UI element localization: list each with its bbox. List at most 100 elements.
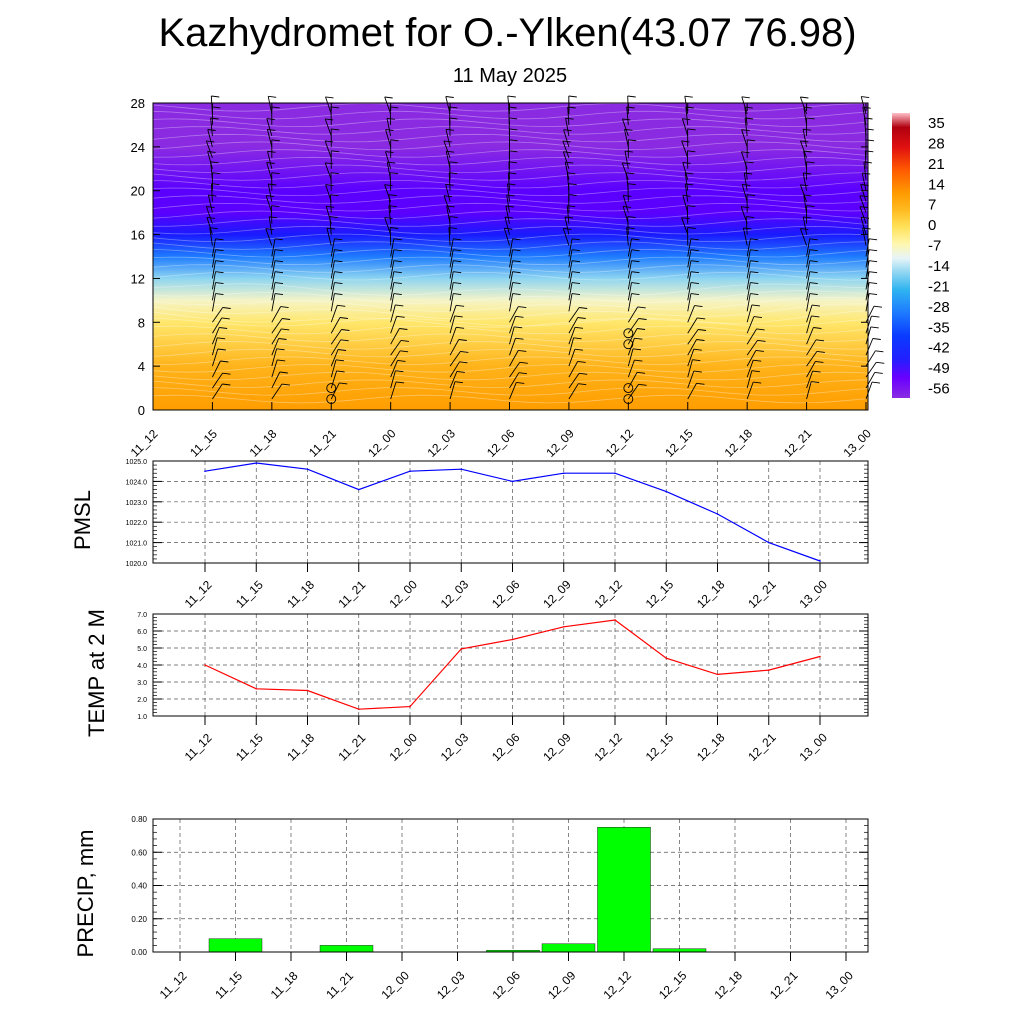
wind-barb — [385, 129, 392, 147]
wind-barb — [390, 260, 395, 279]
wind-barb — [861, 173, 867, 191]
wind-barb-flag — [871, 381, 881, 384]
wind-barb-flag — [869, 260, 878, 263]
wind-barb-flag — [509, 139, 518, 142]
wind-barb — [746, 316, 755, 334]
wind-barb-flag — [384, 96, 393, 99]
wind-barb — [803, 194, 808, 213]
wind-barb — [390, 370, 396, 389]
wind-barb — [860, 184, 867, 202]
wind-barb — [449, 293, 454, 312]
wind-barb — [509, 326, 515, 345]
wind-barb — [865, 305, 875, 323]
wind-barb-flag — [577, 317, 586, 319]
wind-barb — [390, 282, 395, 301]
x-tick-label: 12_03 — [434, 968, 468, 1002]
wind-barb-flag — [268, 95, 277, 98]
wind-barb-flag — [563, 151, 572, 154]
x-tick-label: 12_03 — [438, 730, 472, 764]
wind-barb — [806, 271, 811, 290]
wind-barb — [210, 183, 213, 202]
wind-barb-flag — [811, 315, 820, 318]
x-tick-label: 12_12 — [600, 968, 634, 1002]
wind-barb — [806, 361, 816, 378]
wind-barb — [211, 238, 216, 257]
wind-barb — [687, 339, 697, 356]
wind-barb — [449, 381, 456, 400]
x-tick-label: 12_00 — [386, 730, 420, 764]
wind-barb-flag — [806, 205, 815, 208]
wind-barb-flag — [507, 95, 516, 98]
wind-barb-flag — [453, 271, 462, 274]
wind-barb-flag — [393, 238, 402, 241]
wind-barb — [384, 184, 392, 202]
colorbar-label: 21 — [928, 156, 945, 173]
contour-line — [153, 333, 868, 342]
wind-barb-flag — [693, 370, 702, 373]
wind-barb — [325, 184, 332, 202]
wind-barb-flag — [745, 161, 754, 164]
wind-barb-flag — [215, 293, 224, 296]
wind-barb-flag — [811, 304, 821, 307]
wind-barb — [330, 293, 335, 312]
wind-barb-flag — [400, 350, 409, 353]
wind-barb-flag — [453, 260, 462, 263]
wind-barb-flag — [397, 359, 406, 362]
panel-frame — [152, 818, 869, 953]
wind-barb-flag — [512, 260, 521, 263]
wind-barb-flag — [222, 307, 231, 309]
wind-barb-flag — [396, 381, 405, 384]
wind-barb — [568, 307, 580, 323]
x-tick-label: 11_15 — [212, 969, 245, 1002]
wind-barb-flag — [393, 260, 402, 263]
x-tick-label: 12_21 — [767, 968, 801, 1002]
temp-2m-panel: 1.0 2.0 3.0 4.0 5.0 6.0 7.0 11_12 11_15 11_18 11_2… — [84, 609, 869, 764]
panel-frame — [152, 613, 869, 717]
wind-barb-flag — [809, 293, 818, 296]
x-tick-label: 12_06 — [489, 968, 523, 1002]
wind-barb — [687, 317, 698, 334]
wind-barb-flag — [453, 238, 462, 241]
wind-barb — [390, 238, 395, 257]
wind-barb — [746, 340, 758, 356]
data-point — [819, 560, 821, 562]
wind-barb-flag — [631, 293, 640, 296]
wind-barb-flag — [800, 140, 809, 143]
colorbar-label: -14 — [928, 258, 950, 275]
wind-barb — [212, 317, 223, 334]
wind-barb — [627, 282, 632, 301]
wind-barb — [390, 350, 401, 367]
wind-barb — [627, 260, 632, 279]
wind-barb — [745, 216, 748, 235]
x-tick-label: 11_18 — [268, 969, 301, 1002]
x-tick-label: 13_00 — [840, 426, 874, 460]
wind-barb — [681, 217, 689, 235]
calm-marker — [623, 383, 634, 394]
x-tick-label: 12_12 — [603, 426, 637, 460]
wind-barb-flag — [210, 161, 219, 164]
wind-barb-flag — [274, 293, 284, 296]
y-tick-label: 1025.0 — [126, 459, 148, 466]
wind-barb — [330, 238, 335, 257]
wind-barb-flag — [809, 249, 818, 252]
wind-barbs — [205, 95, 885, 400]
wind-barb — [746, 249, 751, 268]
contour-line — [153, 233, 868, 242]
x-tick-label: 11_12 — [157, 969, 190, 1002]
wind-barb — [509, 382, 517, 400]
contour-line — [153, 318, 868, 327]
wind-barb — [390, 328, 400, 345]
wind-barb — [803, 107, 808, 125]
y-tick-label: 1023.0 — [126, 500, 148, 507]
wind-barb — [864, 150, 867, 169]
wind-barb — [266, 118, 273, 137]
wind-barb-flag — [753, 316, 762, 319]
wind-barb-flag — [453, 293, 462, 296]
y-tick-label: 6.0 — [137, 629, 147, 636]
calm-marker — [623, 328, 634, 339]
wind-barb — [568, 337, 575, 356]
wind-barb-flag — [874, 371, 883, 374]
contour-line — [153, 210, 868, 220]
wind-barb-flag — [396, 315, 405, 318]
wind-barb — [627, 372, 638, 389]
